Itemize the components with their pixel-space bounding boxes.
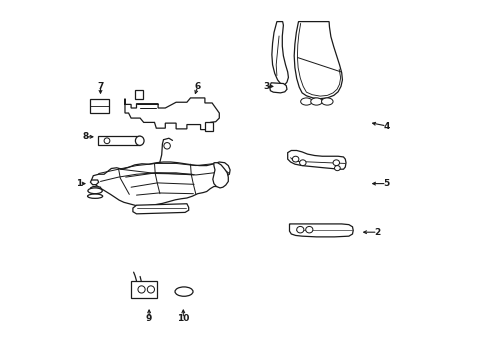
- Bar: [134, 90, 142, 99]
- Text: 8: 8: [82, 132, 88, 141]
- Text: 1: 1: [76, 179, 82, 188]
- Polygon shape: [90, 180, 99, 185]
- Text: 6: 6: [194, 82, 201, 91]
- Text: 7: 7: [97, 82, 103, 91]
- Ellipse shape: [321, 98, 332, 105]
- Ellipse shape: [88, 188, 102, 194]
- Bar: [131, 281, 157, 298]
- Ellipse shape: [300, 98, 311, 105]
- Polygon shape: [294, 22, 342, 99]
- Ellipse shape: [87, 194, 102, 198]
- Ellipse shape: [334, 166, 340, 171]
- Ellipse shape: [296, 226, 303, 233]
- Ellipse shape: [299, 160, 305, 166]
- Polygon shape: [271, 22, 288, 85]
- Ellipse shape: [310, 98, 322, 105]
- Ellipse shape: [292, 156, 298, 162]
- Text: 9: 9: [145, 314, 152, 323]
- Text: 5: 5: [383, 179, 389, 188]
- Polygon shape: [91, 162, 230, 207]
- Bar: [204, 122, 212, 131]
- Polygon shape: [125, 98, 219, 130]
- Bar: [90, 99, 109, 113]
- Ellipse shape: [305, 226, 312, 233]
- Text: 3: 3: [263, 82, 269, 91]
- Text: 10: 10: [177, 314, 189, 323]
- Ellipse shape: [147, 286, 154, 293]
- Text: 2: 2: [374, 228, 380, 237]
- Polygon shape: [289, 224, 352, 237]
- Polygon shape: [90, 186, 101, 192]
- Ellipse shape: [138, 286, 145, 293]
- Polygon shape: [287, 150, 346, 169]
- Polygon shape: [212, 163, 228, 188]
- Ellipse shape: [135, 136, 144, 145]
- Text: 4: 4: [383, 122, 389, 131]
- Polygon shape: [269, 83, 286, 93]
- Ellipse shape: [175, 287, 193, 296]
- Bar: [98, 136, 140, 145]
- Ellipse shape: [163, 143, 170, 149]
- Polygon shape: [133, 204, 188, 214]
- Ellipse shape: [332, 160, 339, 166]
- Ellipse shape: [104, 138, 110, 144]
